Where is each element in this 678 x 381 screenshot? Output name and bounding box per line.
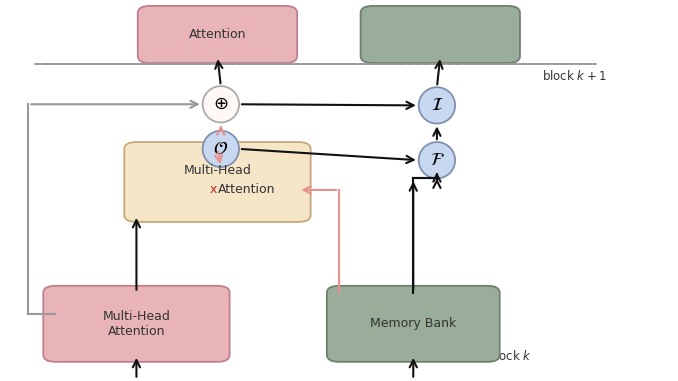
Text: x: x: [210, 183, 218, 196]
Text: Attention: Attention: [218, 183, 275, 196]
Ellipse shape: [419, 142, 455, 178]
Text: Memory Bank: Memory Bank: [370, 317, 456, 330]
FancyBboxPatch shape: [124, 142, 311, 222]
FancyBboxPatch shape: [43, 286, 230, 362]
Text: Multi-Head
Attention: Multi-Head Attention: [102, 310, 170, 338]
Text: $\mathcal{F}$: $\mathcal{F}$: [430, 151, 444, 169]
Text: $\mathcal{O}$: $\mathcal{O}$: [214, 140, 228, 158]
Ellipse shape: [203, 131, 239, 167]
FancyBboxPatch shape: [361, 6, 520, 63]
Ellipse shape: [203, 86, 239, 122]
Text: Attention: Attention: [188, 28, 246, 41]
Text: block $k+1$: block $k+1$: [542, 69, 606, 83]
FancyBboxPatch shape: [327, 286, 500, 362]
Text: Multi-Head: Multi-Head: [184, 164, 252, 177]
Text: block $k$: block $k$: [487, 349, 532, 363]
FancyBboxPatch shape: [138, 6, 297, 63]
Ellipse shape: [419, 87, 455, 123]
Text: $\mathcal{I}$: $\mathcal{I}$: [431, 96, 443, 114]
Text: $\oplus$: $\oplus$: [213, 95, 228, 113]
